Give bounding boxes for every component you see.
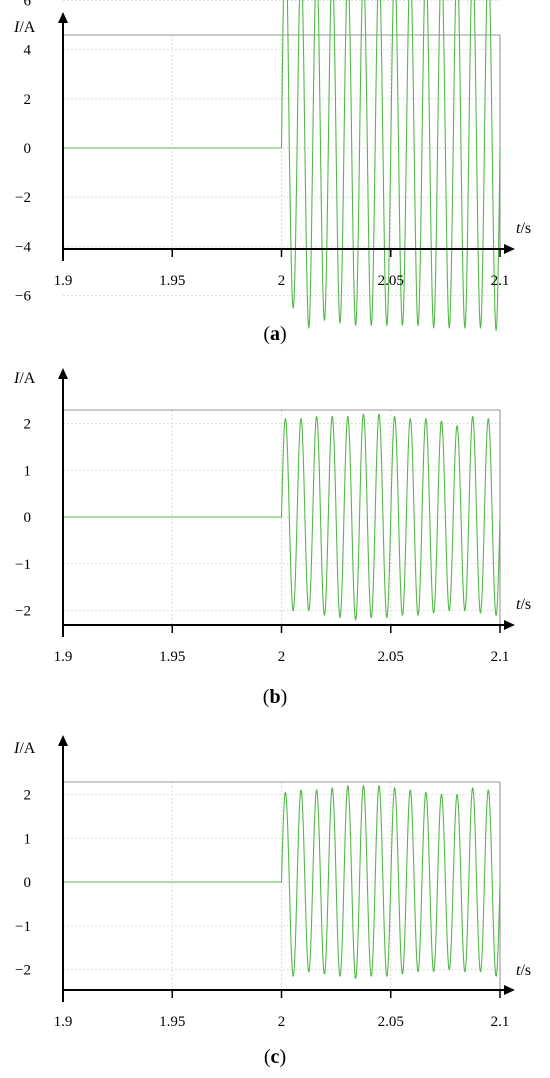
y-tick-label: 2 xyxy=(24,788,32,804)
x-axis-symbol: t xyxy=(516,596,521,613)
y-tick-label: 1 xyxy=(24,463,32,479)
y-tick-label: 1 xyxy=(24,831,32,847)
x-tick-label: 2.1 xyxy=(491,1014,510,1030)
x-axis-unit: /s xyxy=(520,962,531,979)
y-axis-arrow-icon xyxy=(58,735,68,746)
y-axis-arrow-icon xyxy=(58,12,68,23)
x-tick-label: 1.9 xyxy=(54,649,73,665)
x-tick-label: 2.1 xyxy=(491,273,510,289)
panel-caption: (c) xyxy=(264,1046,286,1068)
x-axis-label: t/s xyxy=(516,962,531,979)
x-tick-label: 1.9 xyxy=(54,1014,73,1030)
x-axis-arrow-icon xyxy=(504,244,515,254)
y-axis-unit: /A xyxy=(19,740,35,757)
x-tick-label: 2 xyxy=(278,1014,286,1030)
y-axis-unit: /A xyxy=(19,370,35,387)
y-tick-label: 0 xyxy=(24,875,32,891)
series-line xyxy=(63,784,501,980)
x-tick-label: 2.05 xyxy=(378,1014,404,1030)
y-tick-label: 4 xyxy=(24,43,32,59)
y-tick-label: −6 xyxy=(15,289,31,305)
y-tick-label: −1 xyxy=(15,557,31,573)
panel-caption: (b) xyxy=(263,686,287,708)
y-tick-label: −4 xyxy=(15,239,31,255)
panel-caption: (a) xyxy=(263,323,286,345)
x-tick-label: 2.05 xyxy=(378,273,404,289)
x-tick-label: 1.95 xyxy=(159,273,185,289)
x-tick-label: 2 xyxy=(278,649,286,665)
y-tick-label: 2 xyxy=(24,417,32,433)
y-axis-symbol: I xyxy=(13,19,20,36)
y-tick-label: 2 xyxy=(24,92,32,108)
y-tick-label: −2 xyxy=(15,963,31,979)
y-tick-label: 6 xyxy=(24,0,32,9)
y-axis-unit: /A xyxy=(19,19,35,36)
x-tick-label: 1.95 xyxy=(159,649,185,665)
x-tick-label: 2.05 xyxy=(378,649,404,665)
series-line xyxy=(63,0,501,332)
x-axis-symbol: t xyxy=(516,962,521,979)
chart-panel-c: 1.9 1.95 2 2.05 2.1 2 1 0 −1 −2 I/A t/s (c) xyxy=(13,735,531,1068)
y-tick-label: 0 xyxy=(24,141,32,157)
x-axis-unit: /s xyxy=(520,220,531,237)
x-axis-unit: /s xyxy=(520,596,531,613)
x-axis-arrow-icon xyxy=(504,985,515,995)
x-axis-symbol: t xyxy=(516,220,521,237)
chart-panel-b: 1.9 1.95 2 2.05 2.1 2 1 0 −1 −2 I/A t/s (b) xyxy=(13,368,531,708)
y-axis-label: I/A xyxy=(13,19,36,36)
y-axis-label: I/A xyxy=(13,740,36,757)
y-axis-symbol: I xyxy=(13,370,20,387)
x-tick-label: 1.9 xyxy=(54,273,73,289)
panel-caption-letter: b xyxy=(269,686,280,708)
x-tick-label: 2 xyxy=(278,273,286,289)
x-tick-label: 2.1 xyxy=(491,649,510,665)
x-axis-label: t/s xyxy=(516,220,531,237)
panel-caption-letter: c xyxy=(271,1046,280,1068)
y-tick-label: −2 xyxy=(15,190,31,206)
series-line xyxy=(63,413,501,621)
y-tick-label: 0 xyxy=(24,510,32,526)
y-axis-arrow-icon xyxy=(58,368,68,379)
y-axis-label: I/A xyxy=(13,370,36,387)
y-tick-label: −1 xyxy=(15,919,31,935)
x-axis-arrow-icon xyxy=(504,620,515,630)
y-axis-symbol: I xyxy=(13,740,20,757)
x-tick-label: 1.95 xyxy=(159,1014,185,1030)
y-tick-label: −2 xyxy=(15,604,31,620)
panel-caption-letter: a xyxy=(270,323,280,345)
x-axis-label: t/s xyxy=(516,596,531,613)
